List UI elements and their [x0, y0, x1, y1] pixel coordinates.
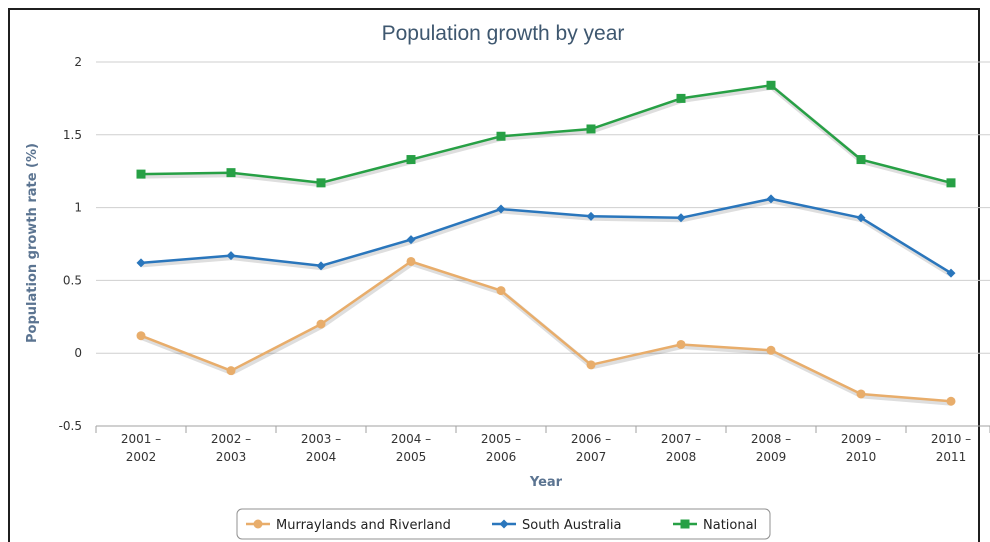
- y-tick-label: 1.5: [63, 128, 82, 142]
- series-line-shadow: [141, 261, 953, 406]
- legend-label: Murraylands and Riverland: [276, 518, 451, 533]
- x-tick-label: 2010: [846, 450, 877, 464]
- legend[interactable]: Murraylands and Riverland South Australia…: [236, 508, 771, 540]
- data-point[interactable]: [766, 194, 776, 204]
- legend-label: South Australia: [522, 518, 621, 533]
- series-line[interactable]: [140, 260, 952, 403]
- data-point[interactable]: [496, 204, 506, 214]
- x-tick-label: 2010 –: [931, 432, 971, 446]
- data-point[interactable]: [136, 331, 146, 341]
- y-axis-title: Population growth rate (%): [25, 143, 40, 343]
- chart-frame: [8, 8, 980, 542]
- data-point[interactable]: [136, 258, 146, 268]
- x-tick-label: 2011: [936, 450, 967, 464]
- series-line[interactable]: [140, 197, 952, 275]
- x-tick-label: 2007: [576, 450, 607, 464]
- series-line[interactable]: [140, 84, 952, 185]
- y-tick-label: 2: [74, 55, 82, 69]
- series-south-australia: [136, 194, 956, 278]
- data-point[interactable]: [766, 345, 776, 355]
- data-point[interactable]: [946, 268, 956, 278]
- data-point[interactable]: [226, 251, 236, 261]
- data-point[interactable]: [496, 131, 506, 141]
- x-tick-label: 2004 –: [391, 432, 431, 446]
- legend-marker[interactable]: [680, 519, 690, 529]
- data-point[interactable]: [676, 93, 686, 103]
- data-point[interactable]: [676, 339, 686, 349]
- y-tick-label: 0.5: [63, 273, 82, 287]
- data-point[interactable]: [316, 178, 326, 188]
- data-point[interactable]: [946, 396, 956, 406]
- data-point[interactable]: [586, 360, 596, 370]
- x-tick-label: 2008: [666, 450, 697, 464]
- y-tick-label: -0.5: [59, 419, 82, 433]
- series-lines: [136, 80, 956, 406]
- data-point[interactable]: [136, 169, 146, 179]
- data-point[interactable]: [856, 155, 866, 165]
- x-tick-label: 2003: [216, 450, 247, 464]
- x-tick-label: 2002 –: [211, 432, 251, 446]
- x-tick-label: 2004: [306, 450, 337, 464]
- data-point[interactable]: [406, 155, 416, 165]
- x-tick-label: 2005: [396, 450, 427, 464]
- x-axis: 2001 – 2002 2002 – 2003 2003 – 2004 2004 – 2005…: [95, 425, 990, 464]
- data-point[interactable]: [406, 235, 416, 245]
- legend-item[interactable]: South Australia: [492, 518, 621, 533]
- series-national: [136, 80, 956, 188]
- x-tick-label: 2002: [126, 450, 157, 464]
- data-point[interactable]: [586, 124, 596, 134]
- data-point[interactable]: [946, 178, 956, 188]
- data-point[interactable]: [316, 319, 326, 329]
- x-tick-label: 2009 –: [841, 432, 881, 446]
- x-tick-label: 2006: [486, 450, 517, 464]
- data-point[interactable]: [766, 80, 776, 90]
- x-tick-label: 2006 –: [571, 432, 611, 446]
- data-point[interactable]: [226, 168, 236, 178]
- legend-item[interactable]: Murraylands and Riverland: [246, 518, 451, 533]
- legend-marker[interactable]: [499, 519, 509, 529]
- y-axis: -0.5 0 0.5 1 1.5 2: [59, 55, 82, 433]
- y-tick-label: 0: [74, 346, 82, 360]
- x-tick-label: 2009: [756, 450, 787, 464]
- x-tick-label: 2008 –: [751, 432, 791, 446]
- x-tick-label: 2005 –: [481, 432, 521, 446]
- legend-label: National: [703, 518, 757, 533]
- x-tick-label: 2001 –: [121, 432, 161, 446]
- data-point[interactable]: [856, 389, 866, 399]
- data-point[interactable]: [676, 213, 686, 223]
- series-murraylands-and-riverland: [136, 256, 956, 406]
- chart-title: Population growth by year: [382, 22, 625, 45]
- data-point[interactable]: [856, 213, 866, 223]
- data-point[interactable]: [316, 261, 326, 271]
- data-point[interactable]: [406, 256, 416, 266]
- data-point[interactable]: [586, 211, 596, 221]
- legend-item[interactable]: National: [673, 518, 757, 533]
- series-line-shadow: [141, 84, 953, 188]
- y-tick-label: 1: [74, 201, 82, 215]
- series-line-shadow: [141, 198, 954, 278]
- x-axis-title: Year: [529, 475, 563, 490]
- x-tick-label: 2003 –: [301, 432, 341, 446]
- data-point[interactable]: [496, 286, 506, 296]
- legend-marker[interactable]: [253, 519, 263, 529]
- x-tick-label: 2007 –: [661, 432, 701, 446]
- data-point[interactable]: [226, 366, 236, 376]
